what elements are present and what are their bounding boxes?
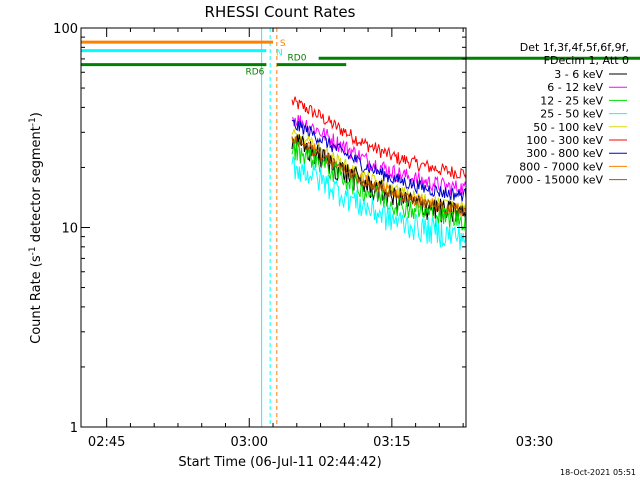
legend-entry-label: 12 - 25 keV [540, 94, 603, 107]
legend-entry-label: 7000 - 15000 keV [505, 174, 603, 187]
chart-title: RHESSI Count Rates [205, 3, 356, 21]
x-tick-label: 03:15 [373, 435, 410, 450]
flag-bar-label: N [276, 49, 283, 59]
x-tick-label: 03:00 [231, 435, 268, 450]
y-axis-label: Count Rate (s-1 detector segment-1) [28, 112, 44, 344]
series-line-6-12keV [291, 115, 466, 197]
legend-entry-label: 6 - 12 keV [547, 81, 603, 94]
legend-entry-label: 50 - 100 keV [533, 121, 603, 134]
series-line-7000-15000keV [291, 136, 466, 218]
y-tick-label: 100 [53, 22, 78, 37]
footer-timestamp: 18-Oct-2021 05:51 [560, 468, 636, 477]
flag-bar-label: RD6 [245, 68, 264, 78]
series-line-25-50keV [291, 156, 466, 251]
flag-bars: SN RD0 RD6 [81, 39, 640, 78]
legend-entry-label: 25 - 50 keV [540, 108, 603, 121]
x-tick-label: 03:30 [516, 435, 553, 450]
legend-entry-label: 300 - 800 keV [526, 147, 603, 160]
y-axis-ticks: 1 10 100 [53, 22, 466, 436]
y-tick-label: 1 [70, 421, 78, 436]
series-line-12-25keV [291, 139, 466, 232]
series-line-300-800keV [291, 119, 466, 203]
legend: Det 1f,3f,4f,5f,6f,9f, FDecim 1, Att 0 3… [505, 41, 629, 187]
x-axis-label: Start Time (06-Jul-11 02:44:42) [178, 455, 381, 470]
legend-header-line-2: FDecim 1, Att 0 [544, 54, 629, 67]
flag-bar-label: S [280, 39, 286, 49]
flag-bar-label: RD0 [288, 53, 307, 63]
x-tick-label: 02:45 [88, 435, 125, 450]
legend-header-line-1: Det 1f,3f,4f,5f,6f,9f, [520, 41, 629, 54]
series-line-100-300keV [291, 96, 466, 180]
series-layer [291, 96, 466, 251]
y-tick-label: 10 [61, 222, 78, 237]
vertical-markers [261, 28, 278, 427]
legend-entry-label: 3 - 6 keV [554, 68, 603, 81]
legend-entry-label: 800 - 7000 keV [519, 160, 603, 173]
series-line-800-7000keV [291, 135, 466, 217]
legend-entry-label: 100 - 300 keV [526, 134, 603, 147]
